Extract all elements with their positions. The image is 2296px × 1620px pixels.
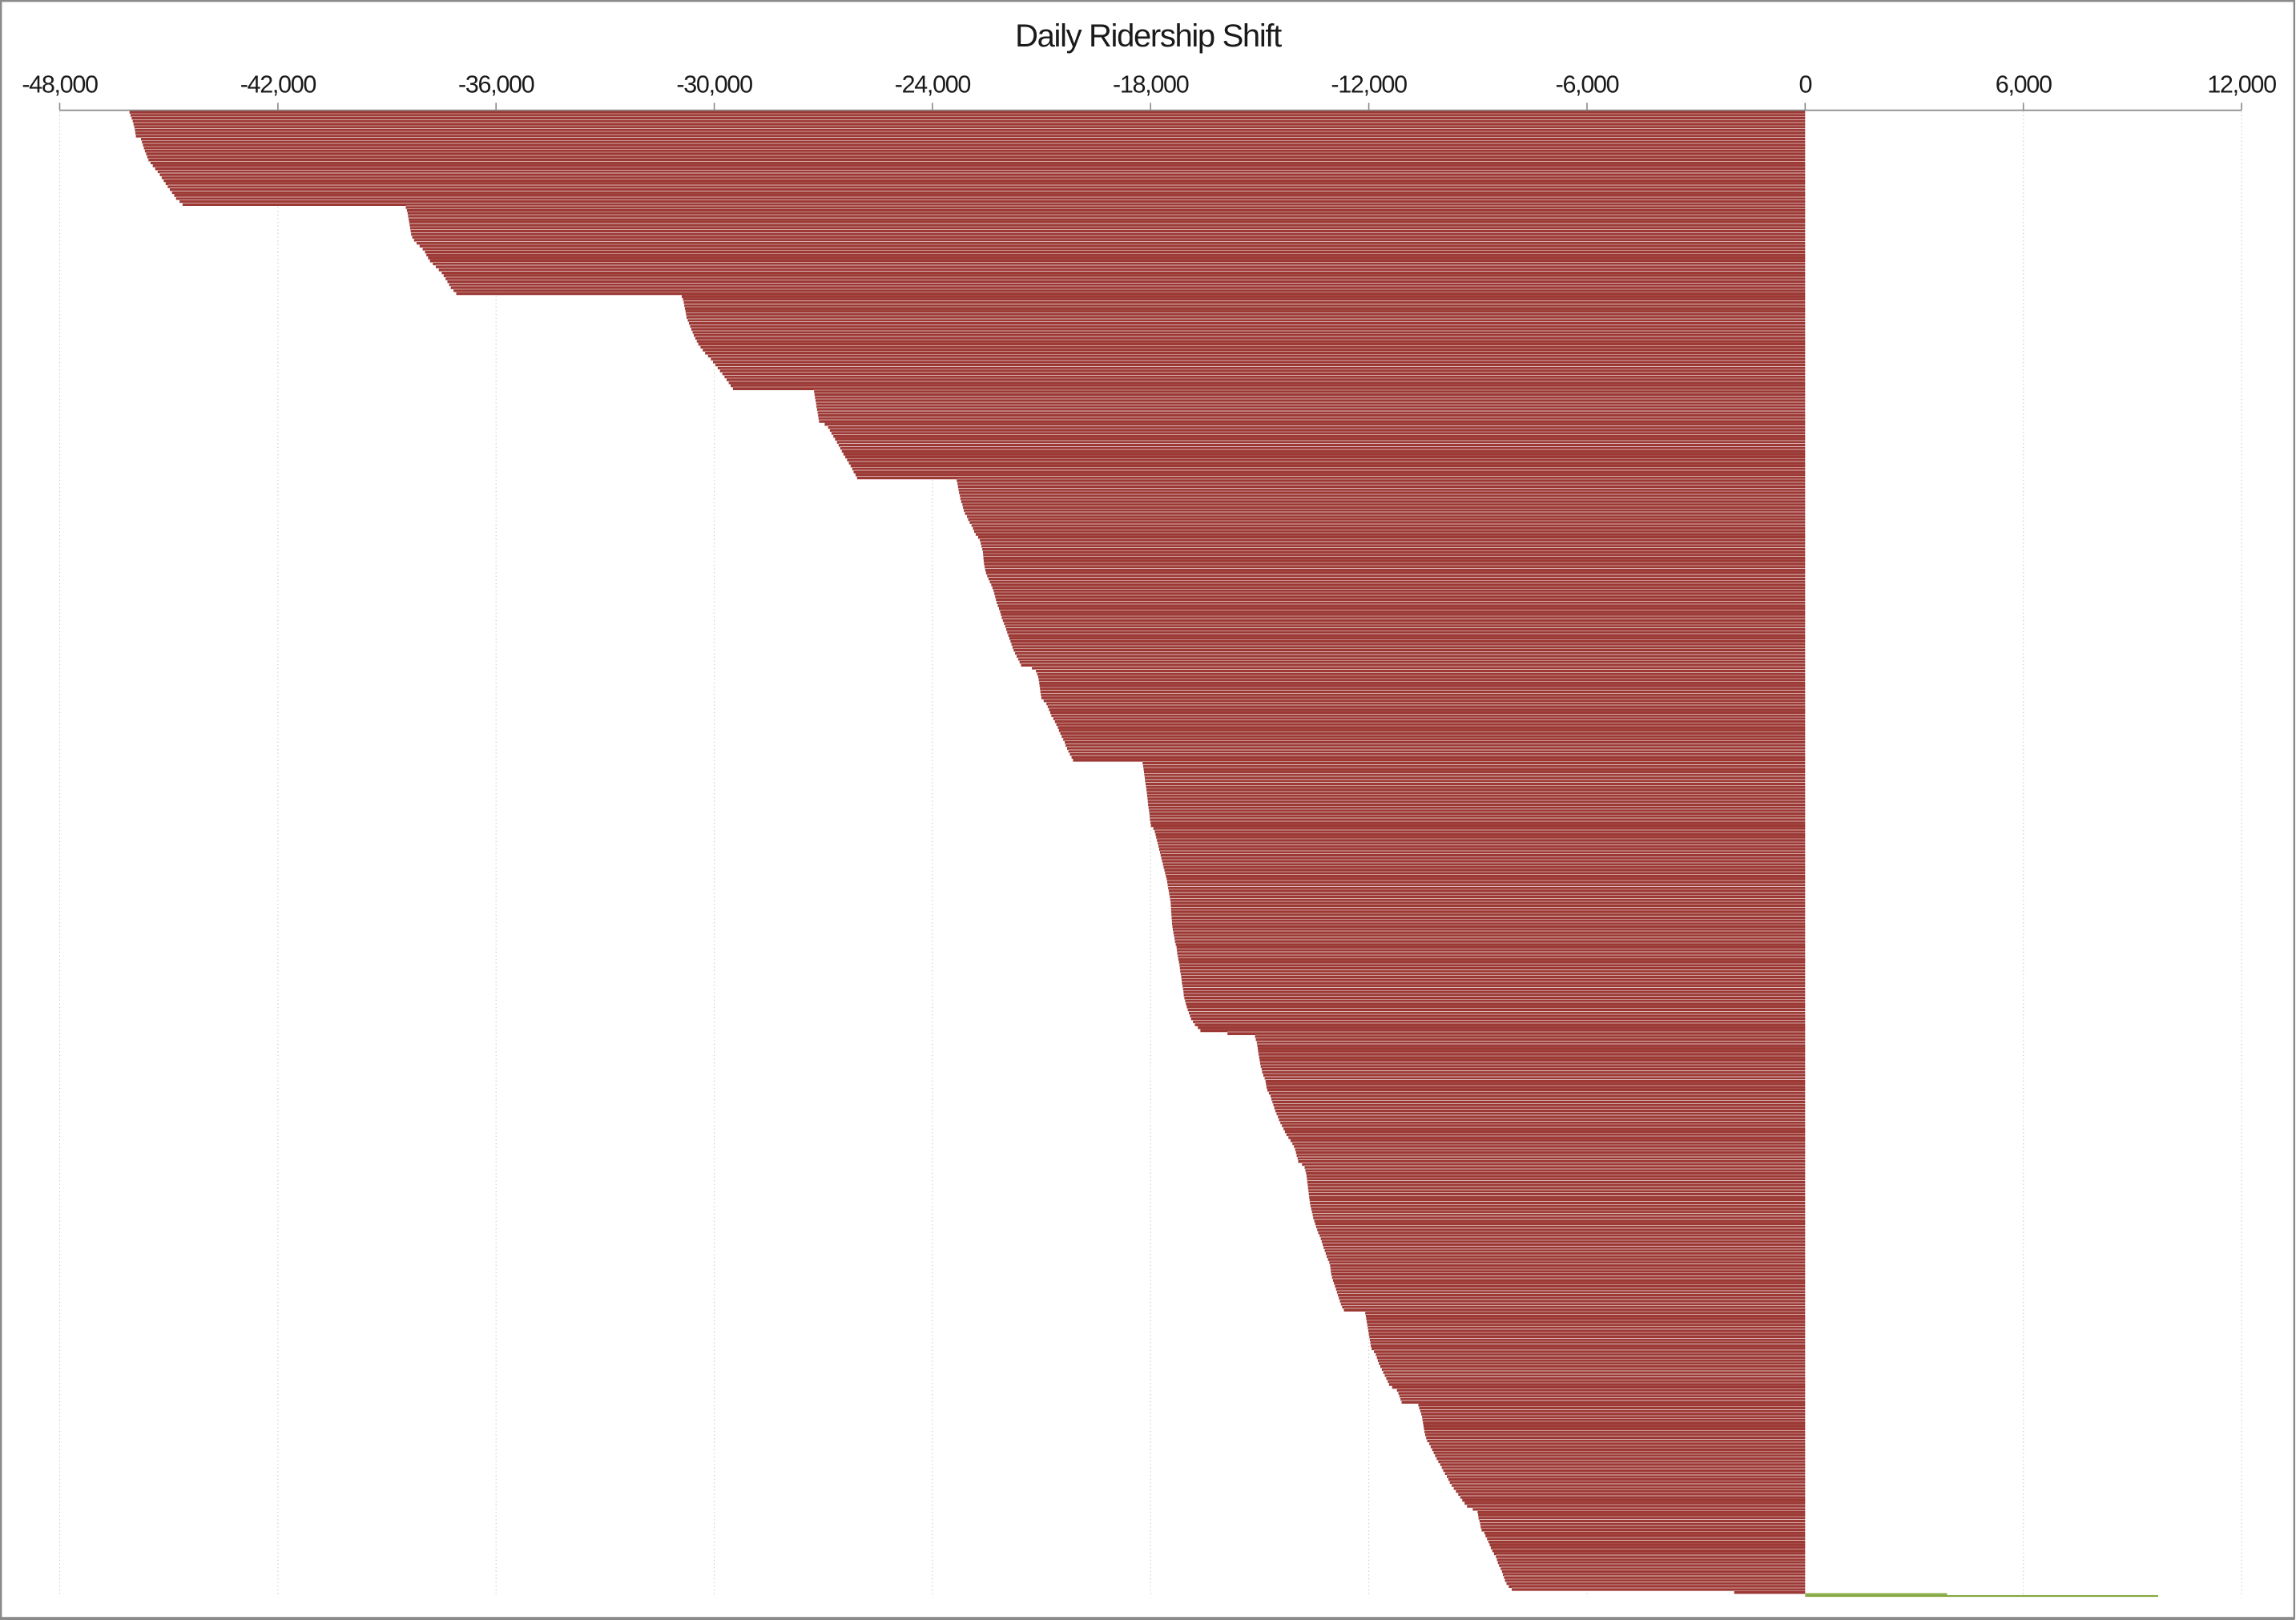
svg-text:12,000: 12,000 — [2207, 71, 2276, 99]
svg-text:-36,000: -36,000 — [458, 71, 534, 99]
svg-text:0: 0 — [1799, 71, 1811, 99]
svg-text:-18,000: -18,000 — [1113, 71, 1189, 99]
svg-text:-30,000: -30,000 — [676, 71, 752, 99]
svg-text:-24,000: -24,000 — [895, 71, 971, 99]
svg-text:-42,000: -42,000 — [240, 71, 316, 99]
svg-text:-12,000: -12,000 — [1331, 71, 1407, 99]
svg-text:6,000: 6,000 — [1996, 71, 2052, 99]
svg-text:Daily Ridership Shift: Daily Ridership Shift — [1015, 18, 1282, 54]
svg-text:-48,000: -48,000 — [22, 71, 98, 99]
svg-text:-6,000: -6,000 — [1556, 71, 1619, 99]
